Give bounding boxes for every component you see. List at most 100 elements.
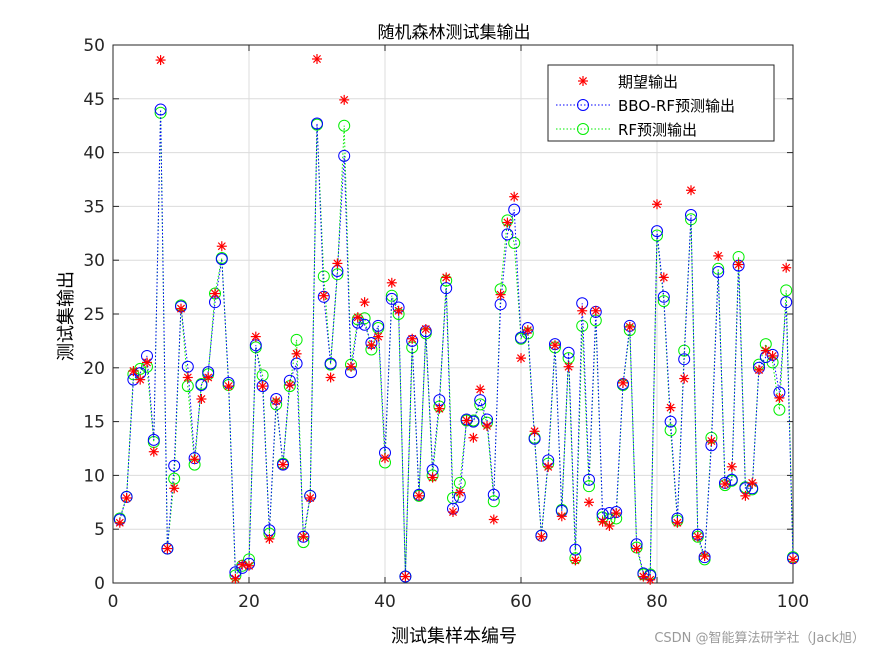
y-tick-label: 40 (83, 144, 105, 164)
data-point (475, 384, 486, 395)
legend-label: 期望输出 (618, 73, 678, 91)
data-point (651, 225, 663, 238)
data-point (135, 374, 146, 385)
data-point (678, 353, 691, 366)
data-point (454, 487, 465, 498)
y-tick-label: 35 (83, 197, 105, 217)
data-point (760, 345, 771, 356)
data-point (590, 305, 601, 316)
data-point (407, 333, 418, 344)
data-point (788, 554, 798, 565)
data-point (154, 103, 167, 116)
data-point (665, 402, 676, 413)
data-point (747, 477, 758, 488)
data-point (427, 472, 438, 483)
data-point (611, 508, 622, 519)
data-point (658, 272, 669, 283)
data-point (515, 331, 527, 344)
data-point (664, 415, 677, 428)
y-tick-label: 0 (94, 574, 105, 594)
data-point (176, 303, 186, 314)
series-2 (113, 106, 799, 583)
data-point (441, 272, 452, 283)
legend-marker (578, 76, 588, 86)
data-point (162, 543, 173, 554)
data-point (509, 191, 520, 202)
data-point (584, 497, 594, 508)
data-point (271, 396, 282, 407)
data-point (385, 289, 398, 302)
data-point (359, 297, 370, 308)
y-tick-label: 25 (83, 305, 105, 325)
data-point (725, 473, 738, 486)
series-line (119, 112, 794, 577)
data-point (366, 340, 377, 351)
data-point (685, 209, 697, 222)
y-tick-label: 45 (83, 90, 105, 110)
data-point (453, 476, 466, 489)
data-point (284, 380, 295, 391)
data-point (631, 543, 642, 554)
data-point (461, 415, 472, 426)
data-point (495, 289, 506, 300)
legend-entry: RF预测输出 (556, 121, 697, 139)
data-point (781, 262, 792, 273)
x-tick-label: 100 (777, 592, 809, 612)
legend-marker (577, 123, 589, 135)
data-point (182, 372, 193, 383)
data-point (720, 479, 730, 490)
series-0 (114, 53, 798, 585)
data-point (706, 435, 717, 446)
data-point (168, 459, 181, 472)
data-point (317, 270, 330, 283)
data-point (487, 488, 500, 501)
data-point (325, 372, 336, 383)
data-point (250, 331, 261, 342)
data-point (161, 542, 174, 555)
data-point (604, 520, 615, 531)
data-point (712, 266, 725, 279)
y-tick-label: 50 (83, 36, 105, 56)
data-point (358, 318, 371, 331)
data-point (570, 555, 581, 566)
data-point (774, 392, 785, 403)
data-point (148, 446, 159, 457)
data-point (448, 506, 458, 517)
data-point (569, 543, 582, 556)
legend-entry: 期望输出 (578, 73, 678, 91)
data-point (733, 259, 744, 270)
data-point (474, 398, 487, 411)
data-point (576, 319, 589, 332)
data-point (597, 516, 608, 527)
data-point (352, 312, 363, 323)
data-point (583, 480, 595, 493)
data-point (488, 514, 499, 525)
data-point (324, 357, 337, 370)
series-layer (113, 53, 799, 585)
data-point (780, 296, 793, 309)
x-tick-label: 20 (238, 592, 260, 612)
legend-label: BBO-RF预测输出 (618, 97, 735, 115)
data-point (290, 333, 303, 346)
data-point (522, 325, 533, 336)
data-point (256, 380, 269, 393)
data-point (298, 531, 309, 542)
data-point (550, 340, 560, 351)
data-point (215, 253, 228, 266)
data-point (380, 453, 390, 464)
data-point (196, 394, 207, 405)
data-point (529, 426, 540, 437)
data-point (311, 117, 323, 130)
data-point (223, 381, 234, 392)
data-point (297, 530, 310, 543)
data-point (128, 366, 139, 377)
data-point (346, 361, 356, 372)
data-point (338, 119, 351, 132)
data-point (686, 185, 696, 196)
data-point (264, 533, 275, 544)
y-tick-label: 5 (94, 520, 105, 540)
y-tick-label: 10 (83, 466, 105, 486)
data-point (664, 424, 677, 437)
data-point (487, 495, 500, 508)
data-point (305, 492, 316, 503)
